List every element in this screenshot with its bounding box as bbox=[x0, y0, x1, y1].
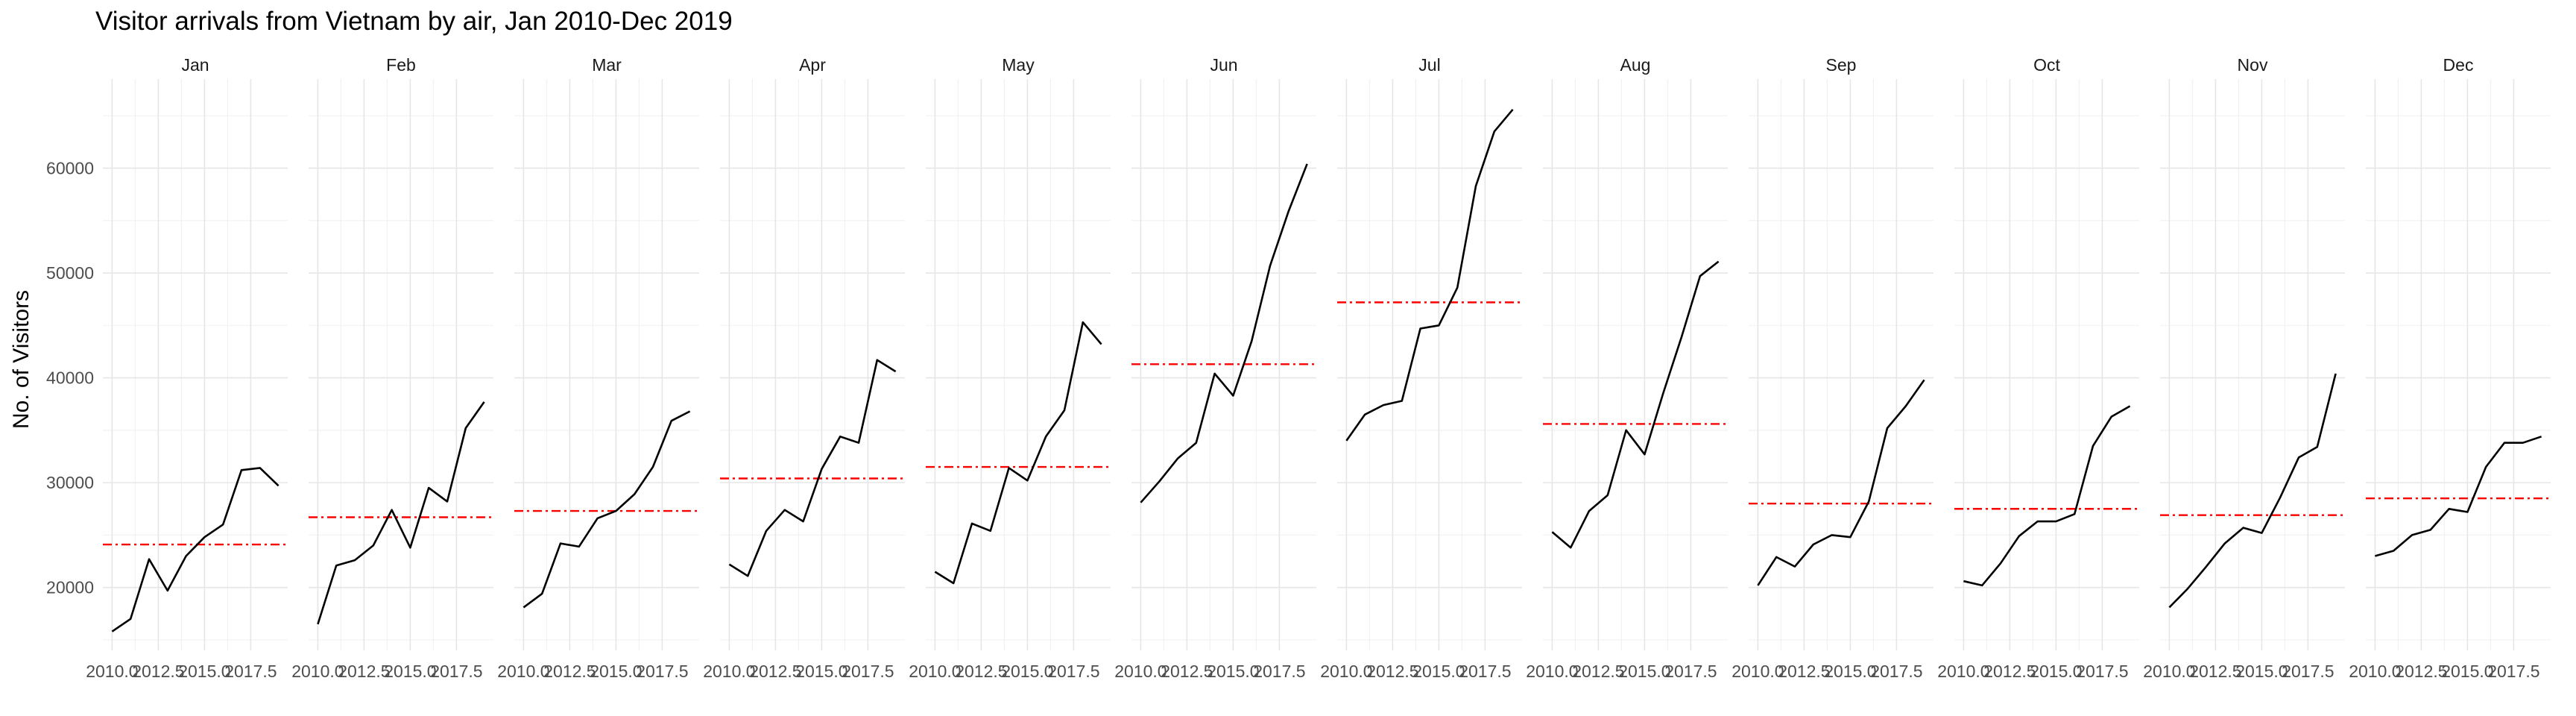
series-line bbox=[934, 321, 1102, 585]
x-tick-label: 2012.5 bbox=[543, 662, 596, 681]
series-line bbox=[728, 359, 897, 577]
y-axis-ticks: 20000 30000 40000 50000 60000 bbox=[46, 158, 94, 597]
facet-strip-label: Jan bbox=[181, 55, 209, 75]
facet-strip-label: Sep bbox=[1826, 55, 1857, 75]
x-tick-label: 2010.0 bbox=[2143, 662, 2195, 681]
series-line bbox=[2168, 373, 2337, 609]
x-tick-label: 2010.0 bbox=[1937, 662, 1989, 681]
x-tick-label: 2010.0 bbox=[1526, 662, 1578, 681]
y-tick-label: 60000 bbox=[46, 158, 94, 178]
facet-strip-label: Mar bbox=[592, 55, 622, 75]
x-tick-label: 2010.0 bbox=[2349, 662, 2401, 681]
x-tick-label: 2010.0 bbox=[86, 662, 138, 681]
y-tick-label: 40000 bbox=[46, 368, 94, 388]
x-tick-label: 2015.0 bbox=[2441, 662, 2493, 681]
facet-strip-label: May bbox=[1002, 55, 1035, 75]
x-tick-label: 2012.5 bbox=[2189, 662, 2241, 681]
y-axis-title: No. of Visitors bbox=[9, 290, 34, 429]
x-tick-label: 2012.5 bbox=[1983, 662, 2036, 681]
x-tick-label: 2017.5 bbox=[1870, 662, 1922, 681]
x-tick-label: 2015.0 bbox=[1618, 662, 1670, 681]
series-line bbox=[1963, 405, 2131, 587]
x-tick-label: 2012.5 bbox=[1778, 662, 1830, 681]
x-tick-label: 2017.5 bbox=[1047, 662, 1099, 681]
x-tick-label: 2010.0 bbox=[909, 662, 961, 681]
facet-strip-label: Jun bbox=[1210, 55, 1237, 75]
x-tick-label: 2017.5 bbox=[2076, 662, 2128, 681]
x-tick-label: 2017.5 bbox=[224, 662, 277, 681]
facet-strip-label: Aug bbox=[1620, 55, 1651, 75]
x-tick-label: 2017.5 bbox=[2487, 662, 2539, 681]
x-tick-label: 2012.5 bbox=[1161, 662, 1213, 681]
y-tick-label: 50000 bbox=[46, 263, 94, 283]
x-tick-label: 2012.5 bbox=[749, 662, 801, 681]
facet-strip-label: Oct bbox=[2033, 55, 2060, 75]
x-tick-label: 2017.5 bbox=[636, 662, 688, 681]
x-tick-label: 2017.5 bbox=[842, 662, 894, 681]
chart-title: Visitor arrivals from Vietnam by air, Ja… bbox=[95, 7, 733, 36]
x-tick-label: 2012.5 bbox=[955, 662, 1007, 681]
x-tick-label: 2017.5 bbox=[2282, 662, 2334, 681]
facet-panels: Jan2010.02012.52015.02017.5Feb2010.02012… bbox=[86, 55, 2551, 681]
series-line bbox=[523, 410, 691, 609]
y-tick-label: 30000 bbox=[46, 473, 94, 492]
facet-strip-label: Dec bbox=[2443, 55, 2474, 75]
x-tick-label: 2012.5 bbox=[338, 662, 390, 681]
x-tick-label: 2010.0 bbox=[1114, 662, 1167, 681]
x-tick-label: 2015.0 bbox=[2235, 662, 2288, 681]
x-tick-label: 2017.5 bbox=[1664, 662, 1717, 681]
x-tick-label: 2012.5 bbox=[132, 662, 184, 681]
x-tick-label: 2012.5 bbox=[1366, 662, 1418, 681]
x-tick-label: 2010.0 bbox=[703, 662, 755, 681]
facet-strip-label: Nov bbox=[2238, 55, 2268, 75]
facet-strip-label: Jul bbox=[1418, 55, 1440, 75]
x-tick-label: 2012.5 bbox=[1572, 662, 1624, 681]
x-tick-label: 2010.0 bbox=[1731, 662, 1784, 681]
x-tick-label: 2010.0 bbox=[291, 662, 344, 681]
y-tick-label: 20000 bbox=[46, 578, 94, 597]
x-tick-label: 2010.0 bbox=[497, 662, 549, 681]
x-tick-label: 2015.0 bbox=[590, 662, 642, 681]
series-line bbox=[111, 467, 280, 632]
x-tick-label: 2015.0 bbox=[1412, 662, 1465, 681]
x-tick-label: 2010.0 bbox=[1320, 662, 1372, 681]
facet-strip-label: Apr bbox=[799, 55, 826, 75]
series-line bbox=[1551, 260, 1720, 549]
x-tick-label: 2015.0 bbox=[1824, 662, 1876, 681]
x-tick-label: 2015.0 bbox=[1001, 662, 1053, 681]
x-tick-label: 2015.0 bbox=[1207, 662, 1259, 681]
x-tick-label: 2015.0 bbox=[795, 662, 847, 681]
x-tick-label: 2015.0 bbox=[178, 662, 230, 681]
x-tick-label: 2012.5 bbox=[2395, 662, 2447, 681]
x-tick-label: 2015.0 bbox=[2030, 662, 2082, 681]
series-line bbox=[1757, 379, 1925, 586]
series-line bbox=[1345, 108, 1514, 442]
x-tick-label: 2017.5 bbox=[430, 662, 482, 681]
x-tick-label: 2017.5 bbox=[1253, 662, 1305, 681]
series-line bbox=[1140, 163, 1308, 503]
x-tick-label: 2017.5 bbox=[1459, 662, 1511, 681]
x-tick-label: 2015.0 bbox=[384, 662, 436, 681]
facet-strip-label: Feb bbox=[386, 55, 416, 75]
series-line bbox=[317, 401, 485, 625]
series-line bbox=[2375, 436, 2542, 557]
